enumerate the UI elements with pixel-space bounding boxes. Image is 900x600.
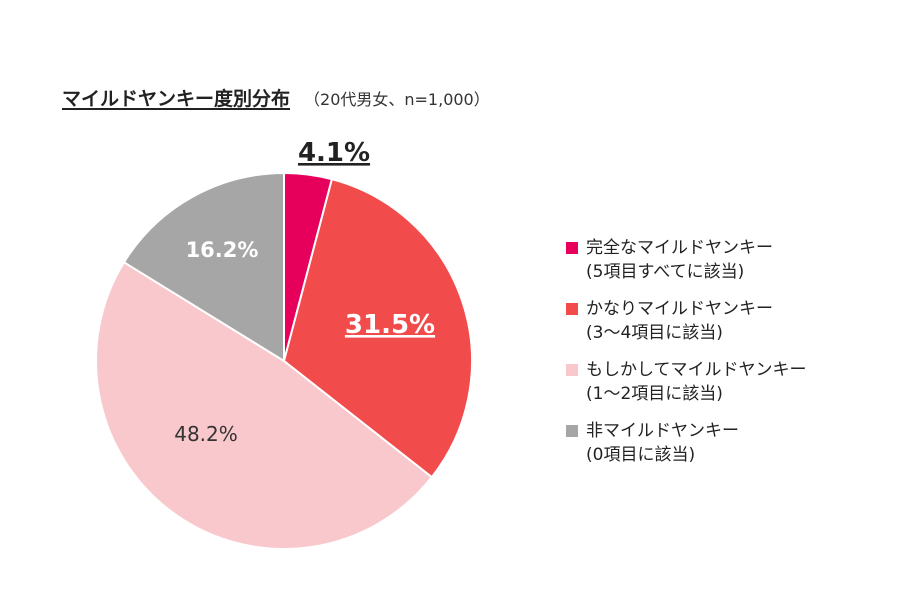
data-label: 31.5% <box>345 310 435 340</box>
legend-label: 完全なマイルドヤンキー <box>586 238 773 258</box>
chart-subtitle: （20代男女、n=1,000） <box>304 90 490 109</box>
legend-swatch <box>566 364 578 376</box>
legend-item-non: 非マイルドヤンキー (0項目に該当) <box>566 419 886 467</box>
legend-sublabel: (5項目すべてに該当) <box>586 262 745 282</box>
legend-item-complete: 完全なマイルドヤンキー (5項目すべてに該当) <box>566 236 886 284</box>
chart-title: マイルドヤンキー度別分布 <box>62 88 291 110</box>
slice-considerable <box>282 177 473 479</box>
legend-label: かなりマイルドヤンキー <box>586 299 773 319</box>
chart-title-row: マイルドヤンキー度別分布 （20代男女、n=1,000） <box>62 84 490 111</box>
legend-swatch <box>566 425 578 437</box>
legend: 完全なマイルドヤンキー (5項目すべてに該当) かなりマイルドヤンキー (3～4… <box>566 236 886 480</box>
data-label: 4.1% <box>298 138 370 168</box>
legend-label: もしかしてマイルドヤンキー <box>586 360 807 380</box>
legend-label: 非マイルドヤンキー <box>586 421 739 441</box>
legend-sublabel: (1～2項目に該当) <box>586 384 723 404</box>
legend-sublabel: (0項目に該当) <box>586 445 696 465</box>
slice-maybe <box>95 260 434 551</box>
legend-swatch <box>566 242 578 254</box>
slice-non <box>122 171 285 363</box>
data-label: 48.2% <box>174 422 238 446</box>
data-label: 16.2% <box>186 238 259 262</box>
legend-item-considerable: かなりマイルドヤンキー (3～4項目に該当) <box>566 297 886 345</box>
legend-sublabel: (3～4項目に該当) <box>586 323 723 343</box>
legend-item-maybe: もしかしてマイルドヤンキー (1～2項目に該当) <box>566 358 886 406</box>
legend-swatch <box>566 303 578 315</box>
